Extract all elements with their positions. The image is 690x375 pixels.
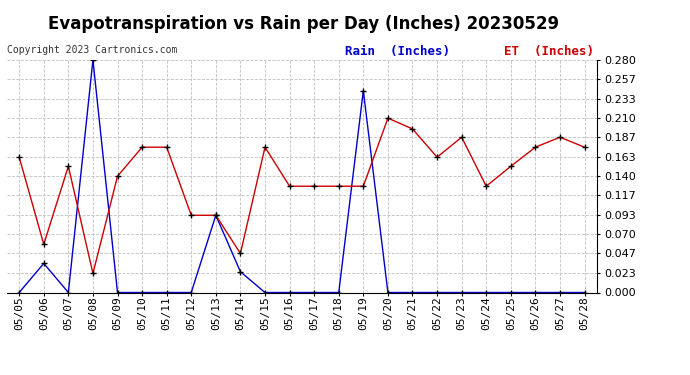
Text: Evapotranspiration vs Rain per Day (Inches) 20230529: Evapotranspiration vs Rain per Day (Inch… [48, 15, 559, 33]
Text: ET  (Inches): ET (Inches) [504, 45, 593, 58]
Text: Rain  (Inches): Rain (Inches) [345, 45, 450, 58]
Text: Copyright 2023 Cartronics.com: Copyright 2023 Cartronics.com [7, 45, 177, 55]
